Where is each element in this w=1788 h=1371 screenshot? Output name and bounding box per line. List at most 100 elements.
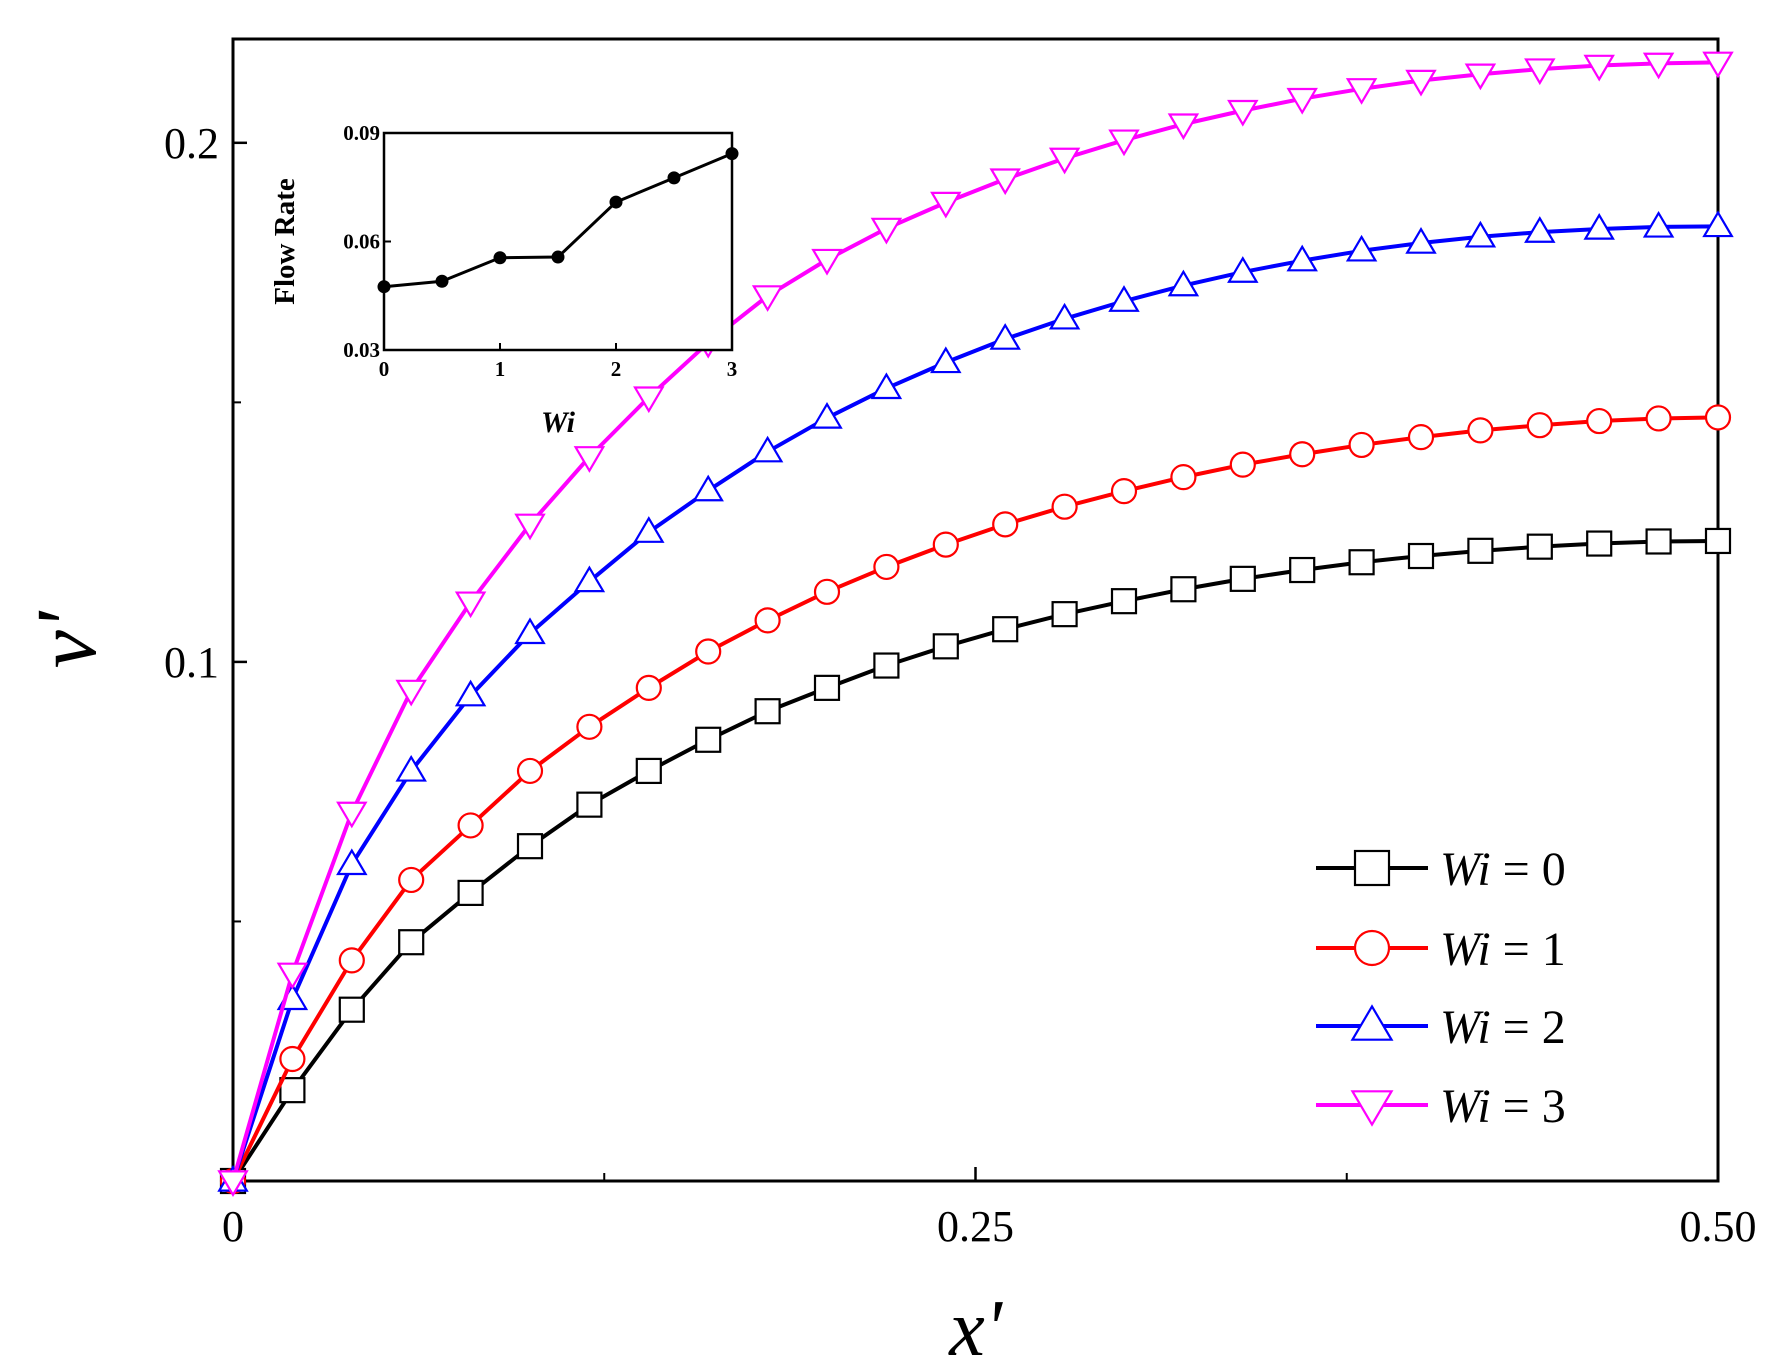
data-point	[1108, 285, 1140, 312]
data-point	[1229, 565, 1256, 592]
data-point	[1645, 528, 1672, 555]
data-point	[454, 591, 487, 619]
data-point	[457, 812, 484, 839]
data-point	[1586, 530, 1613, 557]
data-point	[1407, 542, 1435, 570]
data-point	[279, 1077, 306, 1104]
legend-marker	[1353, 849, 1391, 887]
data-point	[1108, 129, 1140, 157]
legend-label-value: = 2	[1491, 1001, 1566, 1054]
data-point	[1110, 588, 1138, 615]
data-point	[932, 633, 959, 660]
data-point	[1526, 533, 1553, 560]
inset-x-axis-title: Wi	[541, 406, 576, 439]
data-point	[992, 616, 1019, 643]
data-point	[573, 446, 606, 473]
data-point	[813, 674, 841, 701]
data-point	[1464, 63, 1497, 91]
data-point	[930, 191, 962, 219]
data-point	[1227, 99, 1259, 127]
main-plot: 0 0.25 0.50 0.1 0.2 x' v'	[18, 37, 1757, 1371]
data-point	[1704, 527, 1732, 555]
data-point	[692, 474, 724, 502]
legend-label: Wi = 0	[1440, 843, 1566, 896]
data-point	[1345, 78, 1378, 105]
data-point	[811, 248, 843, 276]
data-point	[1405, 69, 1437, 97]
data-point	[1289, 556, 1316, 584]
inset-y-tick-label: 0.09	[343, 121, 380, 145]
data-point	[695, 638, 722, 665]
inset-data-point	[551, 250, 565, 264]
series-wi-2	[217, 210, 1734, 1192]
legend-label: Wi = 1	[1440, 923, 1566, 976]
data-point	[1642, 52, 1675, 80]
y-tick-label: 0.1	[164, 638, 219, 687]
data-point	[1524, 58, 1556, 86]
x-tick-label: 0	[222, 1202, 244, 1251]
data-point	[1645, 405, 1672, 432]
data-point	[516, 757, 544, 785]
data-point	[751, 435, 784, 463]
data-point	[1286, 87, 1318, 115]
data-point	[1407, 424, 1435, 451]
data-point	[1345, 234, 1378, 262]
y-tick-label: 0.2	[164, 119, 219, 168]
series-line	[231, 60, 1719, 1182]
data-point	[754, 698, 781, 725]
inset-data-point	[377, 280, 391, 294]
data-point	[992, 511, 1019, 538]
inset-data-point	[667, 171, 681, 185]
data-point	[514, 617, 546, 645]
y-axis-title: v'	[18, 610, 114, 668]
legend-label: Wi = 3	[1440, 1080, 1566, 1133]
data-point	[870, 217, 903, 245]
inset-data-point	[725, 147, 739, 161]
legend-label-variable: Wi	[1440, 1001, 1491, 1054]
data-point	[338, 947, 365, 974]
x-tick-label: 0.25	[937, 1202, 1014, 1251]
data-point	[514, 513, 546, 541]
legend-label-value: = 0	[1491, 843, 1566, 896]
data-point	[1048, 302, 1081, 330]
legend-marker	[1350, 1004, 1394, 1041]
data-point	[1167, 113, 1200, 141]
data-point	[454, 679, 487, 707]
data-point	[1170, 464, 1197, 491]
data-point	[395, 754, 427, 782]
data-point	[873, 553, 900, 581]
data-point	[1524, 216, 1556, 243]
data-point	[1583, 54, 1615, 82]
inset-y-axis-title: Flow Rate	[269, 178, 301, 305]
data-point	[1526, 412, 1553, 439]
inset-data-point	[435, 274, 449, 288]
data-point	[695, 726, 722, 753]
data-point	[338, 996, 365, 1023]
data-point	[635, 674, 662, 701]
data-point	[633, 516, 665, 543]
data-point	[576, 713, 603, 740]
data-point	[573, 565, 606, 593]
data-point	[1051, 493, 1078, 520]
data-point	[1167, 269, 1200, 297]
legend-item: Wi = 2	[1316, 1001, 1566, 1054]
legend-label-variable: Wi	[1440, 1080, 1491, 1133]
legend-item: Wi = 1	[1316, 923, 1566, 976]
inset-x-tick-label: 1	[495, 357, 506, 381]
data-point	[1227, 256, 1259, 283]
inset-series	[377, 147, 739, 294]
inset-y-tick-label: 0.03	[343, 338, 380, 362]
inset-y-tick-label: 0.06	[343, 230, 380, 254]
data-point	[811, 401, 843, 429]
data-point	[1289, 441, 1316, 468]
data-point	[1051, 601, 1078, 628]
legend-label-variable: Wi	[1440, 923, 1491, 976]
data-point	[635, 757, 662, 785]
data-point	[1702, 51, 1734, 79]
data-point	[754, 607, 781, 634]
data-point	[1405, 227, 1437, 254]
inset-x-tick-label: 3	[727, 357, 738, 381]
data-point	[276, 962, 309, 990]
data-point	[395, 679, 427, 707]
